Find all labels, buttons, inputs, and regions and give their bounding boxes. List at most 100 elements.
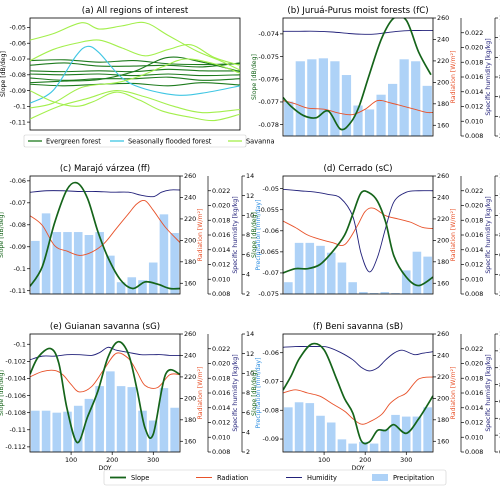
series-line-evergreen-1 — [30, 62, 240, 68]
humidity-tick-label: 0.022 — [212, 187, 230, 195]
precip-bar — [399, 59, 409, 136]
precip-bar — [411, 61, 421, 136]
radiation-line — [283, 376, 433, 425]
slope-axis-label: Slope [dB/deg] — [251, 212, 258, 258]
precip-bar — [318, 58, 328, 136]
panel-d: -0.05 -0.055 -0.06 -0.065 -0.07 -0.075 160 180 2… — [251, 164, 500, 298]
precip-bar — [412, 251, 422, 294]
series-line-evergreen-0 — [30, 59, 240, 66]
precip-bar — [148, 262, 158, 294]
panel-frame — [282, 175, 434, 295]
precip-bar — [116, 282, 126, 294]
humidity-line — [30, 346, 180, 361]
precip-bar — [412, 416, 422, 452]
precip-bar — [316, 415, 325, 452]
humidity-tick-label: 0.012 — [212, 261, 230, 269]
y-tick-label: -0.08 — [9, 71, 26, 79]
precip-bar — [391, 414, 400, 452]
precip-bar — [31, 240, 40, 294]
humidity-tick-label: 0.014 — [465, 246, 483, 254]
humidity-tick-label: 0.008 — [465, 132, 483, 140]
humidity-axis-label: Specific humidity [kg/kg] — [485, 196, 492, 273]
precip-bar — [294, 402, 304, 452]
slope-tick-label: -0.104 — [5, 375, 26, 383]
humidity-tick-label: 0.014 — [465, 88, 483, 96]
slope-tick-label: -0.074 — [258, 30, 279, 38]
panel-f: -0.06 -0.07 -0.08 -0.09 160 180 200 220 240 260 0.… — [251, 322, 500, 472]
precip-bar — [127, 277, 137, 294]
slope-line — [30, 181, 180, 290]
precip-bar — [116, 386, 126, 452]
panel-title: (e) Guianan savanna (sG) — [50, 322, 160, 332]
humidity-line — [283, 346, 433, 372]
x-tick-label: 200 — [359, 456, 371, 464]
precip-bar — [106, 255, 115, 294]
precip-tick-label: 2 — [246, 448, 250, 456]
precip-bar — [138, 280, 147, 294]
humidity-tick-label: 0.014 — [212, 404, 230, 412]
series-line-savanna-9 — [30, 39, 240, 66]
x-tick-label: 300 — [400, 456, 412, 464]
slope-tick-label: -0.075 — [258, 290, 279, 298]
legend-label: Evergreen forest — [46, 138, 101, 146]
radiation-axis-label: Radiation [W/m²] — [197, 209, 204, 262]
slope-tick-label: -0.06 — [262, 227, 279, 235]
precip-tick-label: 12 — [246, 350, 254, 358]
y-tick-label: -0.06 — [9, 39, 26, 47]
y-tick-label: -0.1 — [14, 103, 26, 111]
humidity-tick-label: 0.016 — [212, 231, 230, 239]
slope-tick-label: -0.075 — [258, 53, 279, 61]
humidity-tick-label: 0.016 — [465, 73, 483, 81]
humidity-tick-label: 0.022 — [465, 29, 483, 37]
slope-line — [283, 342, 433, 445]
humidity-tick-label: 0.008 — [212, 448, 230, 456]
precip-tick-label: 8 — [246, 389, 250, 397]
x-axis-label: DOY — [98, 465, 111, 472]
precip-bar — [326, 422, 336, 452]
precip-bar — [359, 292, 368, 294]
precip-bar — [316, 245, 325, 294]
precip-tick-label: 4 — [246, 271, 250, 279]
legend-label: Savanna — [246, 138, 275, 146]
precip-bar — [359, 441, 368, 452]
slope-line — [283, 190, 433, 287]
panel-frame — [282, 333, 434, 453]
precip-bar — [73, 232, 83, 294]
precip-bar — [380, 429, 390, 452]
precip-tick-label: 10 — [246, 212, 254, 220]
radiation-tick-label: 240 — [184, 352, 196, 360]
precip-bar — [364, 109, 375, 136]
precip-tick-label: 14 — [246, 172, 254, 180]
precip-bar — [380, 292, 390, 294]
legend-label-precip: Precipitation — [393, 474, 434, 482]
panel-title: (f) Beni savanna (sB) — [313, 322, 403, 332]
humidity-tick-label: 0.014 — [465, 404, 483, 412]
bottom-legend: Slope Radiation Humidity Precipitation — [103, 469, 447, 486]
radiation-tick-label: 220 — [184, 215, 196, 223]
humidity-tick-label: 0.022 — [465, 187, 483, 195]
radiation-tick-label: 200 — [437, 237, 449, 245]
radiation-axis-label: Radiation [W/m²] — [450, 209, 457, 262]
radiation-tick-label: 260 — [437, 172, 449, 180]
precip-bar — [31, 410, 40, 452]
precip-bar — [63, 411, 72, 452]
precip-bar — [423, 256, 432, 294]
precip-bar — [159, 214, 169, 294]
slope-axis-label: Slope [dB/deg] — [251, 370, 258, 416]
radiation-tick-label: 180 — [437, 416, 449, 424]
humidity-tick-label: 0.010 — [465, 275, 483, 283]
precip-bar — [73, 405, 83, 452]
precip-tick-label: 6 — [246, 409, 250, 417]
precip-bar — [391, 293, 400, 294]
radiation-axis-label: Radiation [W/m²] — [450, 51, 457, 104]
humidity-tick-label: 0.016 — [212, 389, 230, 397]
precip-bar — [353, 105, 363, 136]
series-line-savanna-8 — [30, 21, 240, 71]
humidity-tick-label: 0.020 — [465, 44, 483, 52]
slope-tick-label: -0.102 — [5, 358, 26, 366]
precip-bar — [52, 232, 62, 294]
panel-e-series — [30, 340, 180, 452]
humidity-tick-label: 0.010 — [465, 117, 483, 125]
humidity-tick-label: 0.022 — [212, 345, 230, 353]
